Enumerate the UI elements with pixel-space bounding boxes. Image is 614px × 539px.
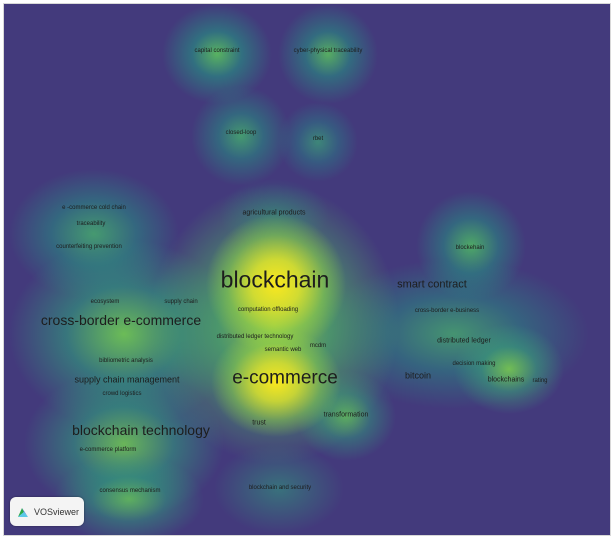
density-blob — [191, 86, 291, 186]
term-smart-contract[interactable]: smart contract — [397, 278, 467, 291]
term-crowd-logistics[interactable]: crowd logistics — [102, 391, 142, 397]
term-bibliometric-analysis[interactable]: bibliometric analysis — [99, 358, 153, 364]
term-rating[interactable]: rating — [532, 378, 548, 384]
term-computation-offloading[interactable]: computation offloading — [237, 307, 299, 313]
density-blob — [278, 4, 378, 104]
vosviewer-logo[interactable]: VOSviewer — [10, 497, 84, 526]
term-semantic-web[interactable]: semantic web — [264, 347, 302, 353]
term-blockehain[interactable]: blockehain — [455, 245, 485, 251]
term-closed-loop[interactable]: closed-loop — [225, 130, 257, 136]
term-consensus-mechanism[interactable]: consensus mechanism — [99, 488, 161, 494]
term-e-commerce-platform[interactable]: e-commerce platform — [79, 447, 137, 453]
term-bitcoin[interactable]: bitcoin — [404, 370, 432, 381]
term-decision-making[interactable]: decision making — [452, 361, 496, 367]
term-e-commerce-cold-chain[interactable]: e -commerce cold chain — [62, 205, 126, 211]
density-blob — [162, 4, 272, 104]
density-blob — [278, 102, 358, 182]
term-rbet[interactable]: rbet — [312, 136, 324, 142]
term-cross-border-e-commerce[interactable]: cross-border e-commerce — [40, 312, 202, 328]
term-transformation[interactable]: transformation — [323, 411, 369, 419]
term-blockchain-and-security[interactable]: blockchain and security — [248, 485, 312, 491]
density-blob — [9, 239, 239, 429]
term-supply-chain[interactable]: supply chain — [164, 299, 198, 305]
term-cross-border-e-business[interactable]: cross-border e-business — [414, 308, 480, 314]
term-blockchain-technology[interactable]: blockchain technology — [72, 422, 210, 438]
term-mcdm[interactable]: mcdm — [309, 343, 327, 349]
term-distributed-ledger[interactable]: distributed ledger — [437, 337, 491, 345]
term-blockchains[interactable]: blockchains — [487, 376, 525, 384]
term-supply-chain-management[interactable]: supply chain management — [74, 374, 180, 385]
term-blockchain[interactable]: blockchain — [220, 266, 330, 293]
term-e-commerce[interactable]: e-commerce — [232, 367, 338, 389]
term-ecosystem[interactable]: ecosystem — [90, 299, 120, 305]
term-agricultural-products[interactable]: agricultural products — [242, 209, 306, 217]
vosviewer-logo-text: VOSviewer — [34, 506, 80, 517]
density-map[interactable]: capital constraint cyber-physical tracea… — [3, 3, 611, 536]
term-trust[interactable]: trust — [252, 419, 266, 427]
term-distributed-ledger-technology[interactable]: distributed ledger technology — [216, 334, 294, 340]
density-blob — [9, 169, 179, 299]
vosviewer-logo-icon — [18, 507, 28, 517]
term-capital-constraint[interactable]: capital constraint — [194, 48, 240, 54]
term-counterfeiting-prevention[interactable]: counterfeiting prevention — [56, 244, 122, 250]
term-traceability[interactable]: traceability — [76, 221, 106, 227]
term-cyber-physical-traceability[interactable]: cyber-physical traceability — [293, 48, 363, 54]
